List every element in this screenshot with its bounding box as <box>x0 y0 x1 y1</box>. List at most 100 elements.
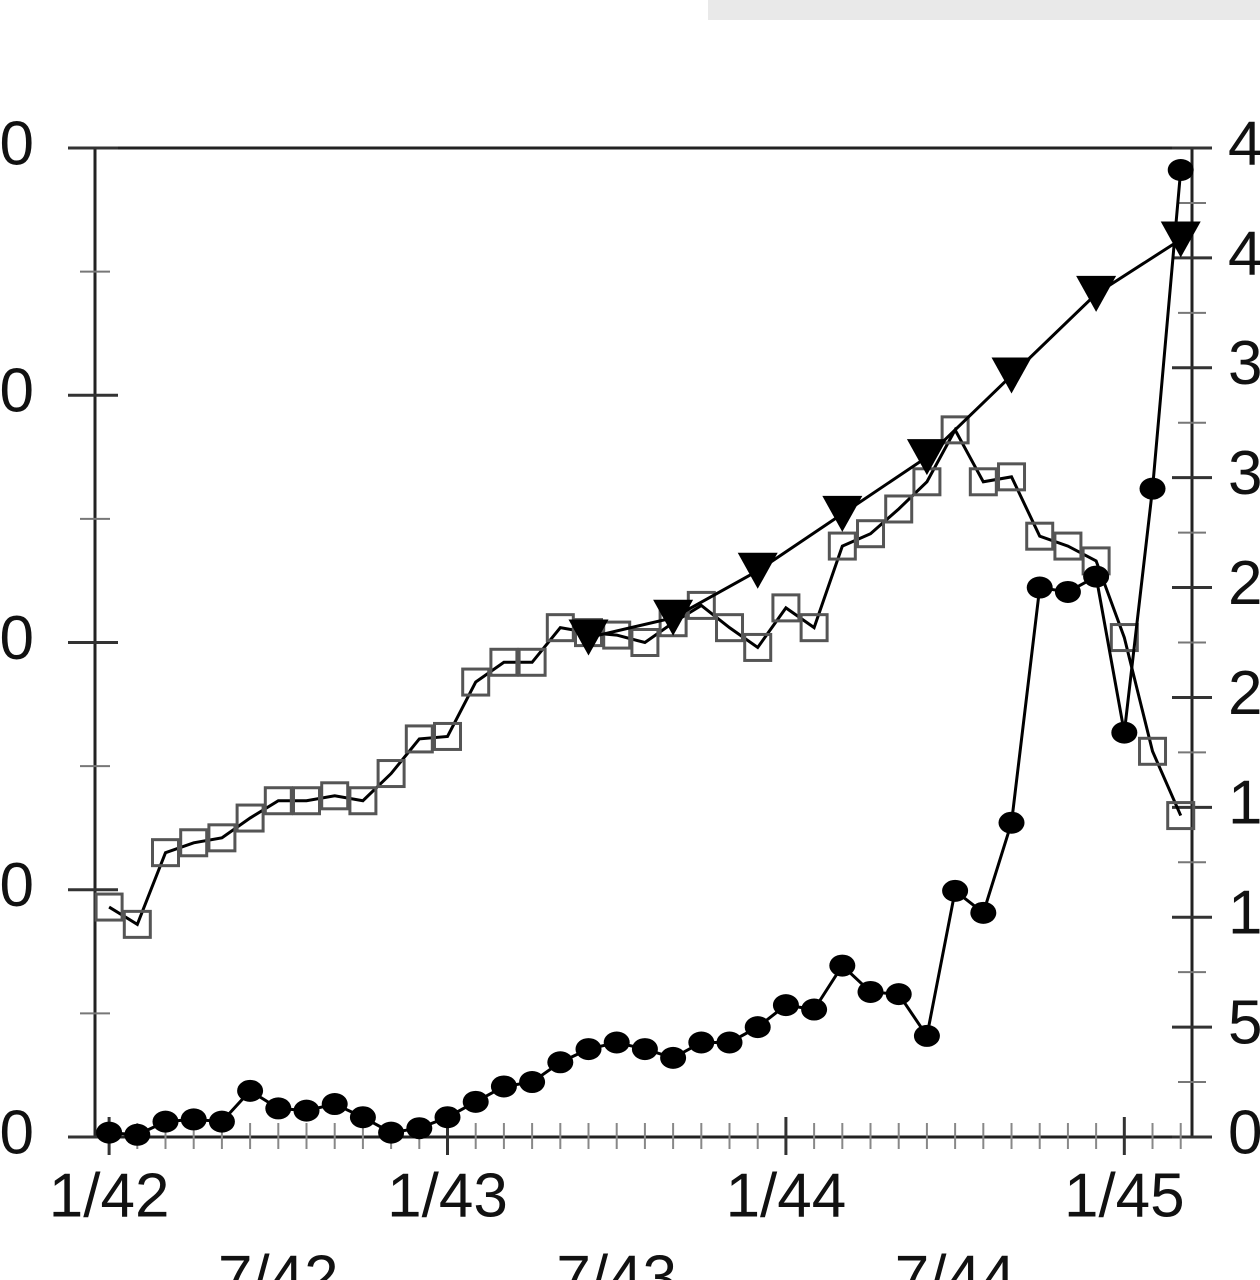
circle-marker <box>1111 721 1138 744</box>
triangle-marker <box>737 552 778 589</box>
circle-marker <box>913 1024 940 1047</box>
y-tick-label: 0 <box>0 109 34 178</box>
triangle-marker <box>906 439 947 476</box>
circle-marker <box>716 1031 743 1054</box>
circle-marker <box>603 1031 630 1054</box>
circle-marker <box>293 1099 320 1122</box>
circle-marker <box>998 811 1025 834</box>
square-marker <box>1025 521 1055 551</box>
circle-marker <box>1026 576 1053 599</box>
circle-marker <box>519 1071 546 1094</box>
x-tick-label: 1/43 <box>387 1161 508 1230</box>
x-tick-label: 1/45 <box>1064 1161 1185 1230</box>
y-tick-label: 0 <box>0 851 34 920</box>
circle-marker <box>124 1123 151 1146</box>
square-marker <box>489 647 519 677</box>
circle-marker <box>688 1031 715 1054</box>
circle-marker <box>434 1106 461 1129</box>
circle-marker <box>772 994 799 1017</box>
y2-tick-label: 1 <box>1228 769 1260 838</box>
x-tick-label: 1/42 <box>49 1161 170 1230</box>
y2-tick-label: 3 <box>1228 439 1260 508</box>
circle-marker <box>631 1038 658 1061</box>
square-marker <box>94 892 124 922</box>
square-marker <box>1109 623 1139 653</box>
x-tick-label: 7/44 <box>895 1243 1016 1280</box>
square-marker <box>1053 531 1083 561</box>
square-marker <box>292 786 322 816</box>
square-marker <box>433 721 463 751</box>
circle-marker <box>575 1038 602 1061</box>
square-marker <box>827 531 857 561</box>
triangle-marker <box>1160 221 1201 258</box>
square-marker <box>968 467 998 497</box>
y2-tick-label: 3 <box>1228 329 1260 398</box>
square-marker <box>1138 736 1168 766</box>
x-tick-label: 7/43 <box>556 1243 677 1280</box>
square-marker <box>743 632 773 662</box>
circle-marker <box>349 1106 376 1129</box>
x-tick-label: 7/42 <box>218 1243 339 1280</box>
series-line <box>108 426 1183 927</box>
square-marker <box>348 786 378 816</box>
circle-marker <box>321 1093 348 1116</box>
circle-marker <box>406 1117 433 1140</box>
circle-marker <box>208 1110 235 1133</box>
square-marker <box>179 828 209 858</box>
circle-marker <box>970 901 997 924</box>
circle-marker <box>801 998 828 1021</box>
y2-tick-label: 1 <box>1228 879 1260 948</box>
square-marker <box>630 628 660 657</box>
circle-marker <box>744 1016 771 1039</box>
square-marker <box>404 724 434 754</box>
circle-marker <box>1167 158 1194 181</box>
circle-marker <box>829 954 856 977</box>
circle-marker <box>1083 565 1110 588</box>
circle-marker <box>265 1097 292 1120</box>
y2-tick-label: 0 <box>1228 1098 1260 1167</box>
y-tick-label: 0 <box>0 1098 34 1167</box>
triangle-marker <box>991 357 1032 394</box>
y-tick-label: 0 <box>0 357 34 426</box>
circle-marker <box>885 983 912 1006</box>
square-marker <box>856 519 886 549</box>
top-bar <box>708 0 1260 20</box>
triangle-marker <box>653 599 694 636</box>
y2-tick-label: 4 <box>1228 109 1260 178</box>
square-marker <box>884 494 914 524</box>
square-marker <box>517 647 547 677</box>
square-marker <box>799 613 829 643</box>
square-marker <box>122 909 152 939</box>
circle-marker <box>857 980 884 1003</box>
y2-tick-label: 2 <box>1228 659 1260 728</box>
square-marker <box>1166 801 1196 831</box>
square-marker <box>263 786 293 816</box>
square-marker <box>207 823 237 853</box>
circle-marker <box>942 879 969 902</box>
circle-marker <box>378 1121 405 1144</box>
circle-marker <box>490 1075 517 1098</box>
triangle-marker <box>568 619 609 656</box>
y2-tick-label: 4 <box>1228 219 1260 288</box>
y2-tick-label: 5 <box>1228 988 1260 1057</box>
triangle-marker <box>822 495 863 532</box>
square-marker <box>320 781 350 811</box>
circle-marker <box>1054 580 1081 603</box>
circle-marker <box>180 1108 207 1131</box>
square-marker <box>235 803 265 833</box>
circle-marker <box>660 1046 687 1069</box>
y2-tick-label: 2 <box>1228 549 1260 618</box>
circle-marker <box>462 1090 489 1113</box>
circle-marker <box>152 1110 179 1133</box>
square-marker <box>461 667 491 697</box>
circle-marker <box>547 1051 574 1074</box>
square-marker <box>715 613 745 643</box>
y-tick-label: 0 <box>0 604 34 673</box>
triangle-marker <box>1076 275 1117 312</box>
square-marker <box>940 415 970 445</box>
series-line <box>108 169 1183 1137</box>
square-marker <box>376 759 406 789</box>
circle-marker <box>96 1121 123 1144</box>
